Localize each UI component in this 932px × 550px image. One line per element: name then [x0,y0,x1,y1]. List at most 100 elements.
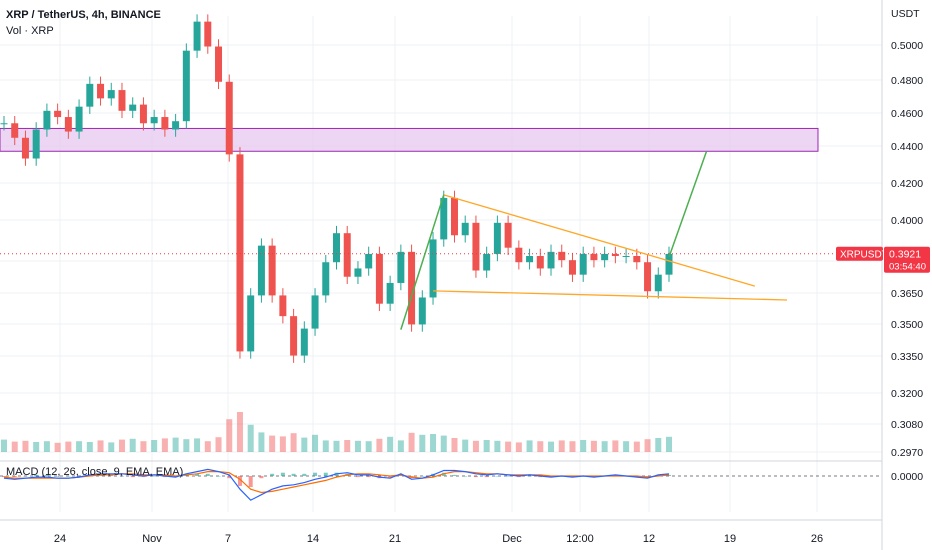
volume-bar-19 [204,441,211,452]
price-tick-10: 0.3200 [891,388,923,400]
candle-body-61 [654,274,662,292]
volume-bar-1 [11,441,18,452]
candle-body-4 [43,110,51,130]
macd-histogram-bar-44 [473,476,478,478]
volume-bar-58 [623,441,630,452]
candle-body-0 [0,123,8,125]
volume-bar-52 [558,440,565,452]
volume-bar-35 [376,438,383,452]
price-tick-0: 0.5000 [891,40,923,52]
volume-bar-8 [86,442,93,452]
macd-histogram-bar-12 [130,476,135,478]
macd-histogram-bar-34 [366,476,371,478]
volume-bar-55 [590,440,597,452]
candle-body-6 [64,117,72,132]
volume-bar-4 [43,441,50,452]
volume-bar-13 [140,441,147,452]
volume-bar-14 [151,440,158,452]
time-tick-7: 12 [643,533,655,545]
volume-bar-46 [494,440,501,452]
candle-body-26 [279,295,287,317]
macd-histogram-bar-14 [152,476,157,477]
time-tick-1: Nov [142,533,162,545]
macd-histogram-bar-24 [259,476,264,479]
macd-histogram-bar-36 [388,476,393,479]
macd-histogram-bar-7 [77,476,82,477]
candle-body-53 [568,260,576,275]
macd-histogram-bar-25 [270,473,275,476]
macd-histogram-bar-49 [527,476,532,477]
volume-bar-32 [344,440,351,452]
time-tick-8: 19 [724,533,736,545]
macd-histogram-bar-6 [66,476,71,477]
price-tick-4: 0.4200 [891,178,923,190]
time-tick-4: 21 [389,533,401,545]
price-tick-2: 0.4600 [891,108,923,120]
macd-histogram-bar-45 [484,476,489,478]
macd-histogram-bar-43 [463,476,468,477]
candle-body-39 [418,297,426,325]
volume-bar-42 [451,438,458,452]
volume-bar-43 [462,439,469,452]
macd-histogram-bar-2 [23,476,28,477]
macd-histogram-bar-4 [44,474,49,476]
candle-body-56 [601,253,609,261]
candle-body-14 [150,117,158,124]
chart-title: XRP / TetherUS, 4h, BINANCE [6,9,161,21]
price-tick-11: 0.3080 [891,419,923,431]
volume-bar-62 [666,436,672,452]
resistance-zone [0,127,819,152]
candle-body-49 [526,256,534,263]
volume-bar-0 [1,439,7,452]
candle-body-42 [450,197,458,236]
volume-bar-57 [612,440,619,452]
volume-bar-47 [505,441,512,452]
current-price-countdown: 03:54:40 [889,262,926,273]
price-tick-9: 0.3350 [891,351,923,363]
volume-bar-5 [54,442,61,452]
macd-histogram-bar-28 [302,473,307,476]
macd-histogram-bar-11 [119,476,124,477]
candle-body-50 [536,256,544,269]
macd-histogram-bar-23 [248,476,253,487]
macd-tick-0: 0.0000 [891,471,923,483]
candle-body-58 [622,256,630,257]
volume-bar-9 [97,440,104,452]
candle-body-51 [547,251,555,269]
time-tick-3: 14 [307,533,319,545]
volume-bar-54 [580,440,587,452]
price-tick-1: 0.4800 [891,75,923,87]
macd-histogram-bar-3 [34,474,39,476]
volume-bar-60 [644,439,651,452]
candle-body-44 [472,222,480,271]
candle-body-35 [375,253,383,304]
volume-bar-11 [118,439,125,452]
volume-bar-24 [258,432,265,452]
time-tick-5: Dec [502,533,522,545]
candle-body-8 [86,83,94,107]
candle-body-31 [333,233,340,263]
volume-bar-59 [633,441,640,452]
triangle-lower-line [433,290,788,301]
volume-bar-36 [387,436,394,452]
candle-body-3 [32,129,40,159]
volume-bar-2 [22,440,29,452]
macd-histogram-bar-29 [313,472,318,476]
volume-bar-7 [76,441,83,452]
candle-body-2 [21,137,29,159]
price-tick-7: 0.3650 [891,288,923,300]
candle-body-41 [440,197,448,240]
candle-body-43 [461,222,469,236]
candle-body-48 [515,247,523,263]
price-tick-5: 0.4000 [891,215,923,227]
macd-histogram-bar-18 [195,473,200,476]
candle-body-7 [75,106,83,132]
candle-body-19 [204,21,212,47]
volume-bar-22 [236,412,243,452]
candle-body-22 [236,154,244,352]
volume-bar-50 [537,441,544,452]
volume-bar-44 [472,440,479,452]
volume-bar-16 [172,437,179,452]
time-tick-9: 26 [811,533,823,545]
